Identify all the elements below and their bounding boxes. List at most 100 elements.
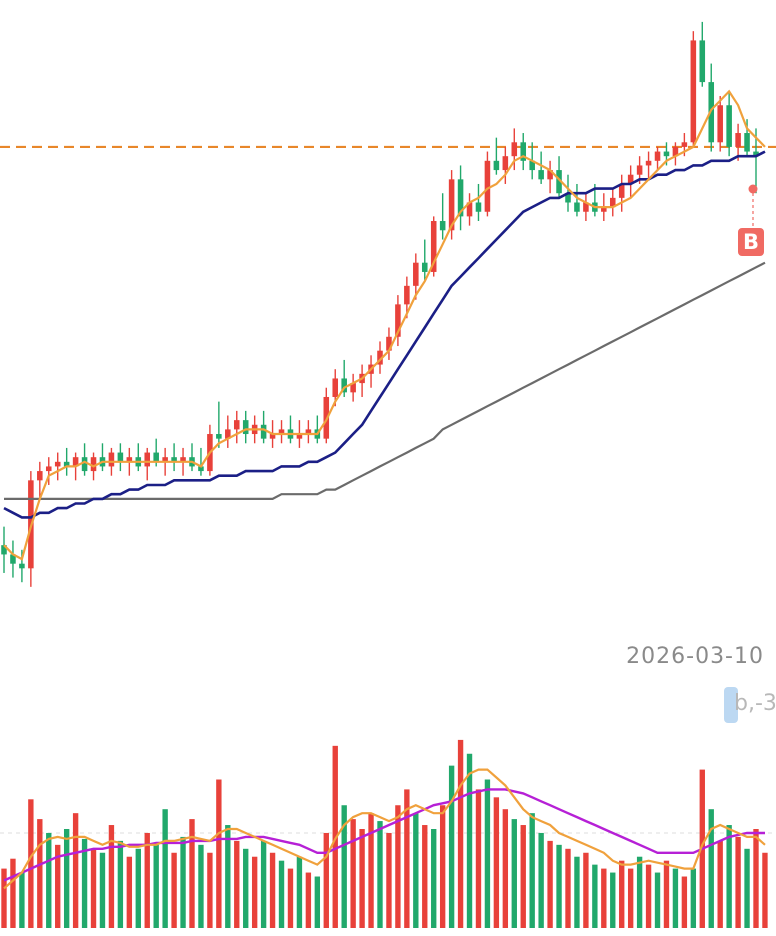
volume-bar [565,848,571,928]
volume-bar [413,813,419,928]
candle-up [108,452,115,467]
candle-up [144,452,151,467]
ma-slow-line [4,261,766,500]
candle-up [332,378,339,397]
volume-bar [162,809,168,928]
candle-down [81,457,88,472]
candle-up [717,105,723,143]
candle-up [636,165,643,175]
volume-bar [556,844,562,928]
volume-bar [395,805,401,928]
volume-bar [708,809,714,928]
last-price-marker [748,184,758,194]
volume-bar [592,864,598,928]
candle-up [511,142,518,157]
volume-bar [1,868,7,928]
candle-up [484,160,491,212]
candle-up [350,383,356,393]
candle-down [421,262,428,272]
candle-up [690,40,697,143]
volume-bar [672,868,679,928]
volume-bar [341,805,347,928]
volume-bar [753,829,759,928]
volume-bar [108,825,115,928]
volume-bar [314,876,321,928]
candle-up [54,461,61,467]
volume-bar [81,838,88,928]
volume-bar [305,872,312,928]
candle-up [618,183,625,198]
candle-down [744,133,750,152]
volume-ma-long-line [3,788,765,882]
candle-down [529,160,535,171]
candle-down [260,424,267,439]
volume-bar [547,840,553,928]
partial-tag-text: b,-3 [734,691,776,716]
candle-up [305,429,312,435]
candle-up [90,457,97,472]
volume-bar [663,860,670,928]
buy-signal-badge[interactable]: B [738,228,764,256]
candle-up [180,457,186,462]
volume-bar [377,821,383,928]
candle-down [699,40,706,83]
volume-bar [368,813,374,928]
candle-up [735,133,741,147]
candle-down [10,554,16,564]
volume-bar [63,829,70,928]
volume-bar [28,799,34,928]
candle-down [520,142,527,161]
volume-bar [278,860,285,928]
candle-down [242,420,249,435]
volume-bar [216,779,222,928]
volume-bar [610,872,616,928]
volume-bar [260,840,267,928]
volume-bar [601,868,607,928]
volume-bar [681,876,688,928]
candle-down [556,170,562,194]
candle-down [538,170,544,180]
volume-bar [225,825,231,928]
price-candles [1,21,759,587]
volume-bar [90,848,97,928]
candle-up [430,221,437,272]
volume-bar [439,805,446,928]
candle-up [502,156,509,171]
candle-down [1,545,7,555]
candle-up [72,457,79,467]
candle-up [233,420,240,430]
candle-down [117,452,124,462]
volume-bar [520,825,526,928]
volume-bar [726,825,732,928]
candle-up [225,429,231,439]
candle-down [565,193,571,203]
candle-down [457,179,464,217]
volume-bars [1,739,768,928]
volume-bar [117,840,124,928]
volume-bar [153,844,159,928]
volume-bar [37,819,43,928]
volume-bar [457,739,464,928]
volume-bar [189,819,195,928]
candle-down [19,563,25,569]
candle-up [413,262,419,286]
volume-bar [690,868,697,928]
volume-bar [72,813,79,928]
volume-bar [422,825,428,928]
volume-bar [636,856,643,928]
candle-up [278,429,285,435]
volume-bar [502,809,509,928]
candle-up [269,434,276,439]
volume-bar [627,868,634,928]
candle-up [645,160,652,166]
volume-bar [46,832,52,928]
candle-up [395,304,401,337]
date-label: 2026-03-10 [626,644,764,669]
volume-ma-short-line [3,768,766,890]
volume-bar [574,856,580,928]
volume-bar [493,797,500,928]
candle-down [493,160,500,171]
volume-bar [511,819,517,928]
volume-bar [735,836,741,928]
